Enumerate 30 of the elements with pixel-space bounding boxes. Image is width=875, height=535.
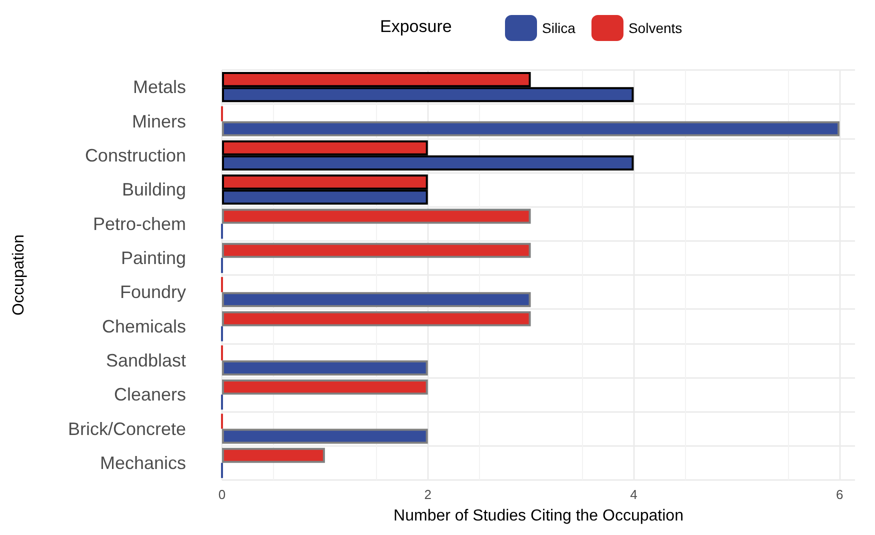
x-tick-label: 4	[630, 487, 638, 502]
bar	[222, 360, 428, 376]
legend-title: Exposure	[380, 17, 452, 36]
x-tick-label: 0	[218, 487, 226, 502]
y-tick-label: Painting	[120, 248, 186, 268]
y-axis-title: Occupation	[10, 234, 28, 316]
bar	[222, 428, 428, 444]
y-tick-label: Construction	[84, 145, 186, 166]
y-tick-label: Building	[122, 180, 186, 200]
y-tick-label: Mechanics	[100, 452, 186, 473]
bar	[222, 242, 531, 258]
bar	[222, 311, 531, 326]
bar	[222, 380, 428, 395]
legend-label: Solvents	[628, 20, 682, 36]
x-tick-label: 6	[836, 487, 844, 502]
y-tick-label: Petro-chem	[92, 214, 186, 234]
y-tick-label: Chemicals	[102, 316, 186, 336]
x-tick-label: 2	[424, 487, 432, 502]
y-tick-label: Sandblast	[106, 350, 186, 370]
legend-label: Silica	[542, 20, 576, 36]
y-tick-label: Metals	[132, 77, 186, 98]
y-tick-label: Foundry	[120, 282, 186, 302]
bar	[222, 292, 531, 308]
y-tick-label: Brick/Concrete	[68, 418, 186, 439]
y-tick-label: Miners	[132, 111, 186, 132]
bar	[222, 121, 840, 136]
bar	[222, 208, 531, 224]
y-tick-label: Cleaners	[114, 384, 186, 405]
x-axis-title: Number of Studies Citing the Occupation	[394, 508, 684, 524]
bar	[222, 448, 325, 463]
